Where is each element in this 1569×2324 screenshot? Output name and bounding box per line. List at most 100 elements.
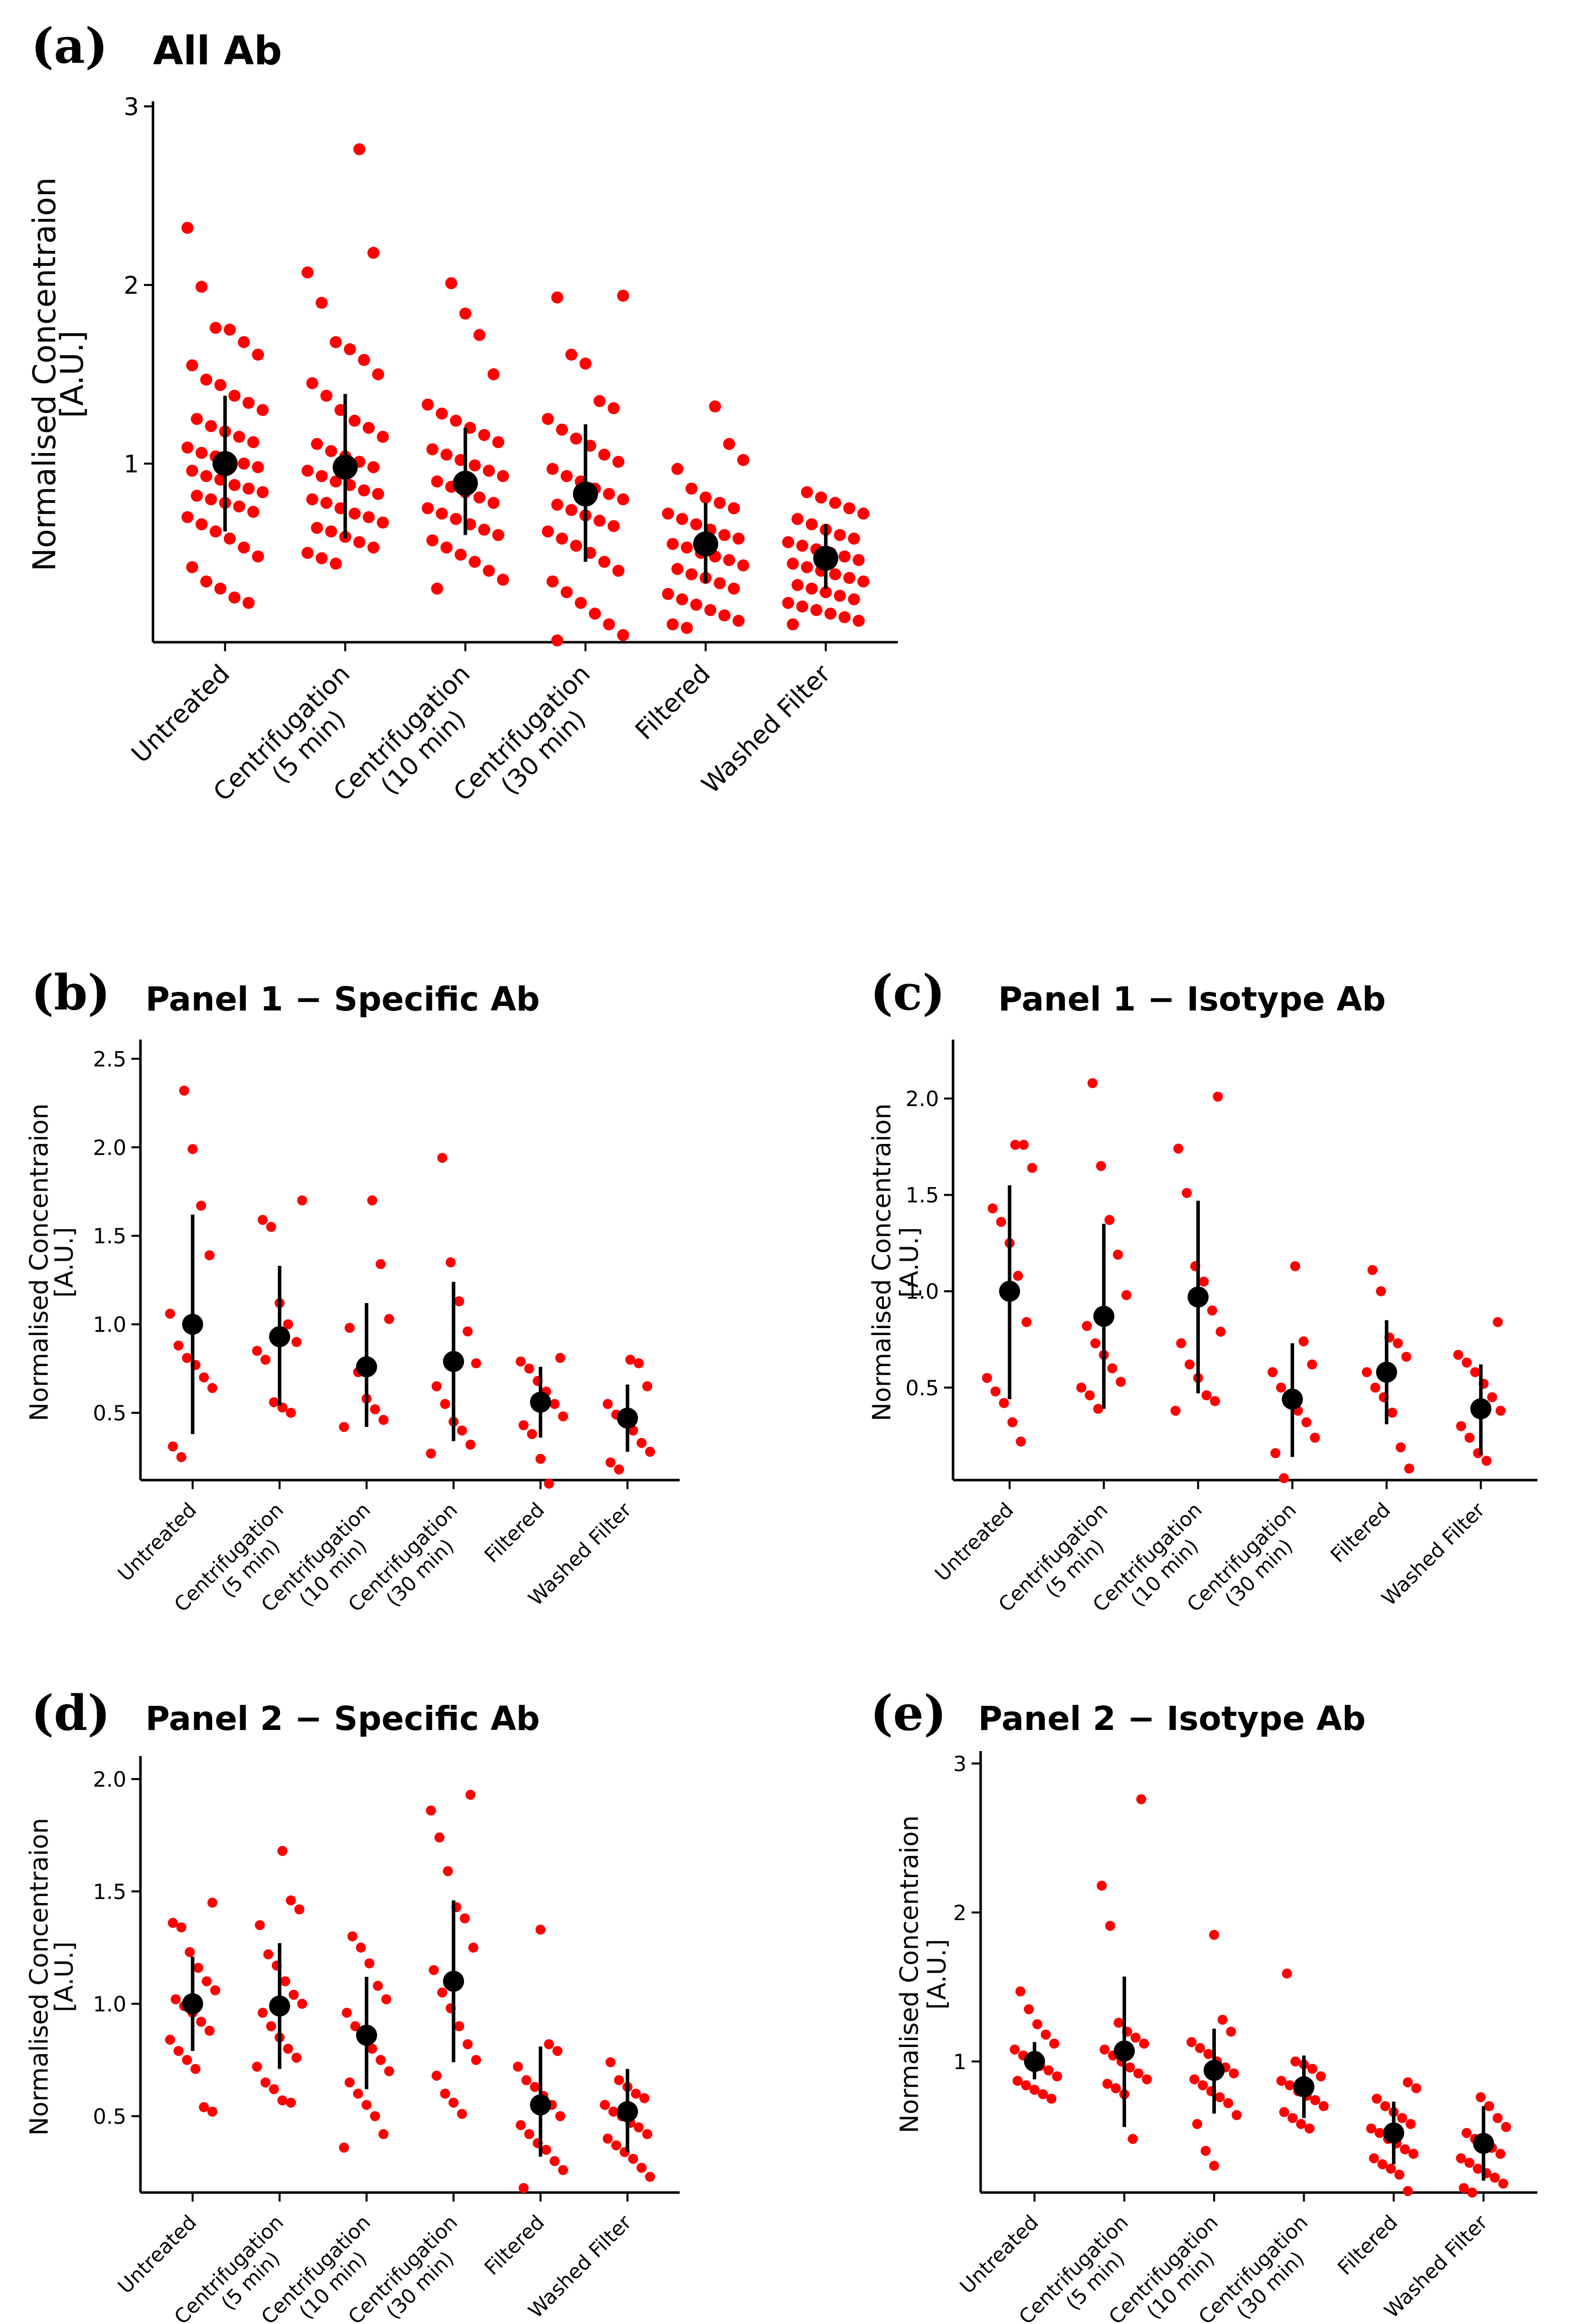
- data-point: [1492, 2113, 1503, 2123]
- data-point: [434, 1832, 445, 1843]
- mean-marker: [356, 2024, 377, 2046]
- y-axis-label-unit: [A.U.]: [895, 1227, 924, 1298]
- data-point: [685, 482, 698, 495]
- data-point: [535, 1924, 546, 1935]
- panel-label: (e): [870, 1685, 947, 1741]
- data-point: [1318, 2101, 1329, 2111]
- data-point: [699, 491, 712, 504]
- category-points: [1010, 1986, 1062, 2104]
- data-point: [1100, 2044, 1110, 2055]
- data-point: [370, 2111, 380, 2121]
- data-point: [628, 2153, 639, 2164]
- data-point: [1376, 1286, 1386, 1296]
- data-point: [468, 555, 481, 568]
- data-point: [999, 1398, 1009, 1408]
- data-point: [1298, 1336, 1309, 1347]
- y-axis-label: Normalised Concentraion: [26, 177, 63, 571]
- data-point: [1209, 1930, 1219, 1940]
- data-point: [364, 1958, 375, 1969]
- category-points: [165, 1085, 218, 1463]
- data-point: [339, 1422, 349, 1432]
- category-points: [252, 1846, 307, 2108]
- data-point: [233, 500, 245, 513]
- data-point: [176, 1922, 187, 1933]
- data-point: [642, 2129, 653, 2139]
- data-point: [1010, 2044, 1020, 2055]
- category-points: [782, 486, 870, 631]
- data-point: [252, 550, 264, 563]
- data-point: [637, 2162, 647, 2173]
- data-point: [690, 518, 703, 531]
- data-point: [637, 1437, 647, 1448]
- data-point: [195, 447, 208, 459]
- data-point: [190, 2064, 201, 2074]
- data-point: [367, 2044, 378, 2054]
- data-point: [492, 436, 505, 449]
- data-point: [200, 470, 213, 482]
- panel-label: (d): [31, 1685, 110, 1741]
- data-point: [1130, 2032, 1141, 2043]
- data-point: [574, 597, 587, 609]
- data-point: [558, 1411, 568, 1421]
- data-point: [1203, 2049, 1214, 2059]
- data-point: [492, 529, 505, 541]
- data-point: [361, 2100, 372, 2110]
- data-point: [1210, 1396, 1220, 1406]
- y-tick-label: 1.5: [93, 1224, 126, 1248]
- data-point: [857, 575, 870, 588]
- data-point: [1473, 2163, 1483, 2174]
- data-point: [535, 1454, 546, 1464]
- data-point: [521, 2075, 532, 2086]
- data-point: [288, 1989, 299, 2000]
- data-point: [1186, 2037, 1197, 2048]
- data-point: [266, 2021, 276, 2031]
- data-point: [233, 430, 245, 443]
- data-point: [165, 1309, 176, 1319]
- data-point: [454, 2021, 464, 2031]
- panel-title: All Ab: [153, 29, 282, 74]
- y-tick-label: 0.5: [905, 1376, 939, 1400]
- data-point: [617, 493, 630, 506]
- data-point: [173, 2046, 184, 2056]
- y-axis-label: Normalised Concentraion: [867, 1103, 896, 1421]
- data-point: [191, 490, 203, 502]
- mean-marker: [182, 1993, 204, 2014]
- data-point: [209, 525, 222, 538]
- data-point: [186, 561, 199, 573]
- data-point: [242, 482, 255, 495]
- data-point: [607, 520, 620, 532]
- data-point: [1290, 2056, 1301, 2067]
- x-tick-label: Filtered: [480, 2211, 549, 2280]
- data-point: [182, 2055, 192, 2065]
- data-point: [1487, 1392, 1497, 1402]
- data-point: [1013, 1270, 1023, 1281]
- data-point: [301, 547, 314, 559]
- data-point: [1018, 1139, 1029, 1150]
- data-point: [440, 2088, 450, 2099]
- data-point: [353, 2088, 363, 2099]
- data-point: [857, 507, 870, 520]
- data-point: [437, 1987, 447, 1998]
- data-point: [348, 414, 361, 427]
- data-point: [375, 2055, 386, 2065]
- category-points: [426, 1152, 482, 1459]
- data-point: [838, 611, 851, 624]
- data-point: [1010, 1139, 1020, 1150]
- x-tick-label: Untreated: [114, 1499, 201, 1586]
- data-point: [224, 532, 236, 545]
- mean-marker: [1093, 1305, 1115, 1327]
- data-point: [549, 2156, 560, 2166]
- mean-marker: [212, 451, 238, 476]
- data-point: [252, 348, 264, 361]
- y-axis-label-unit: [A.U.]: [922, 1939, 952, 2010]
- data-point: [518, 1420, 529, 1430]
- data-point: [384, 2066, 394, 2077]
- data-point: [634, 1358, 644, 1369]
- data-point: [1096, 1160, 1107, 1171]
- data-point: [1125, 2062, 1135, 2073]
- panel-label: (a): [31, 18, 108, 74]
- data-point: [1090, 1338, 1101, 1349]
- data-point: [551, 498, 564, 511]
- data-point: [269, 1397, 279, 1407]
- data-point: [1032, 2019, 1043, 2029]
